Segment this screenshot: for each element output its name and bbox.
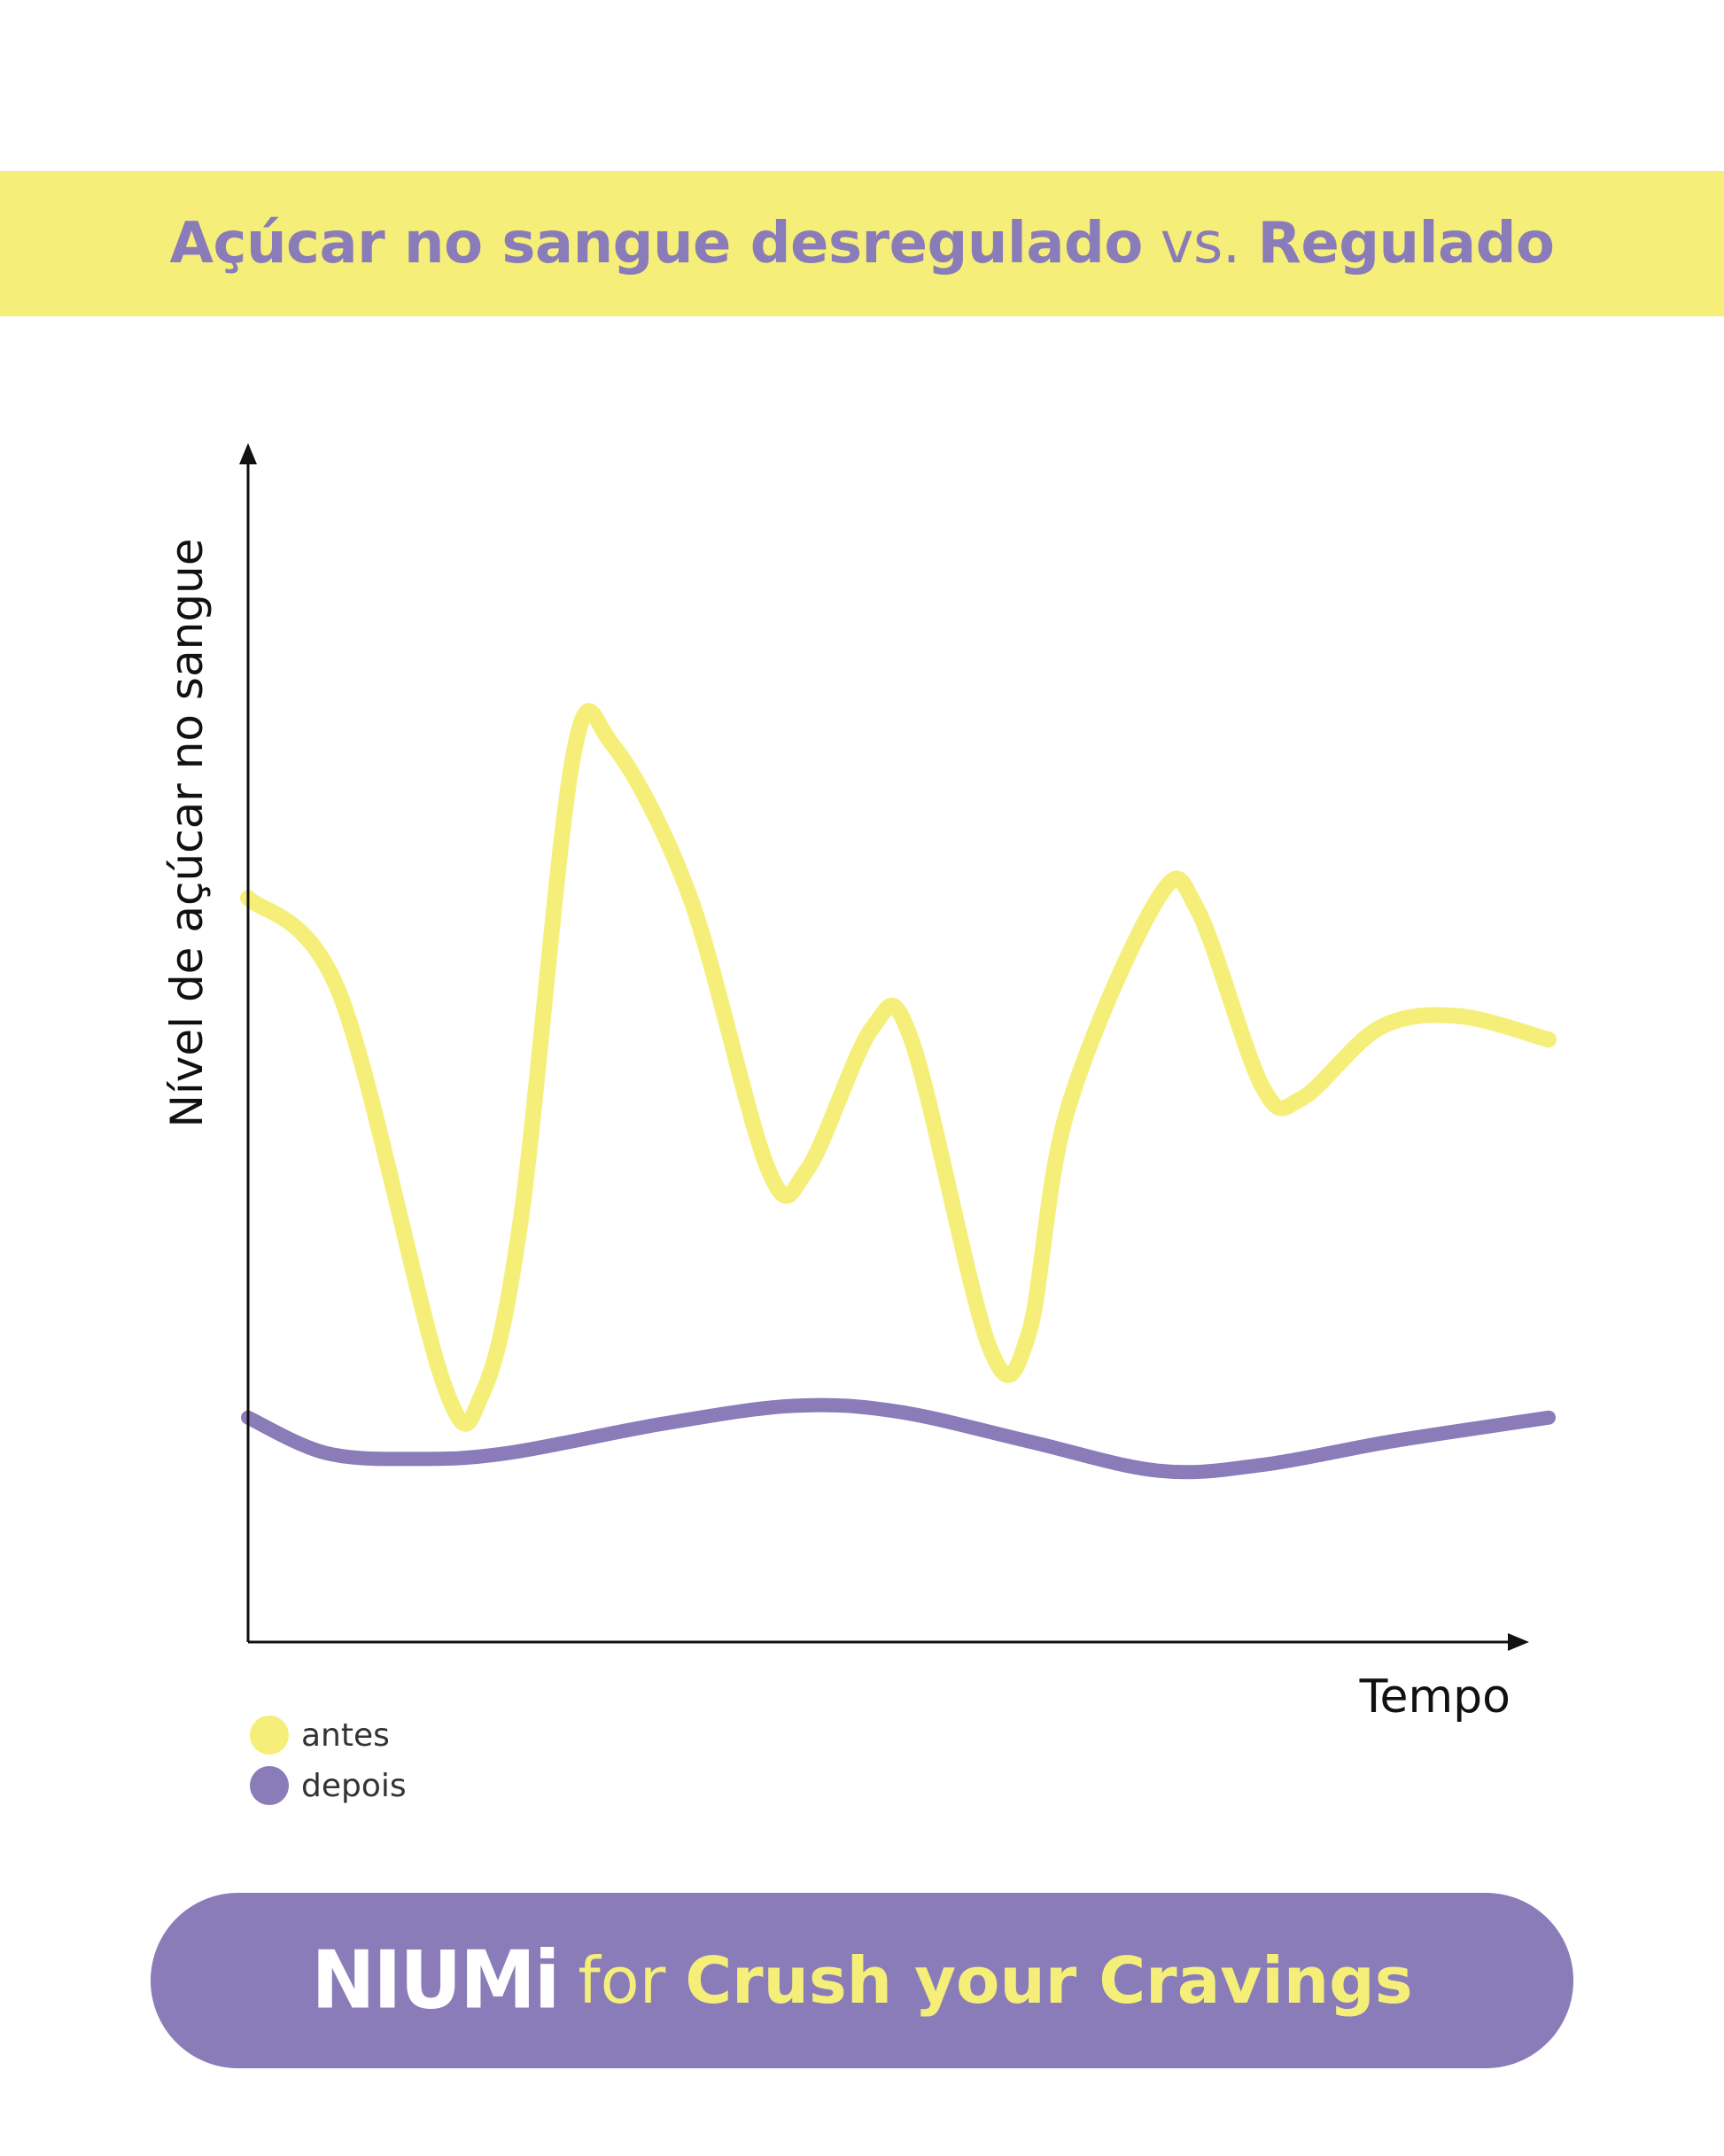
brand-logo: NIUMi	[311, 1934, 560, 2028]
series-line-depois	[241, 1397, 1556, 1480]
series-line-antes	[240, 703, 1557, 1432]
y-axis-arrow-icon	[239, 443, 257, 464]
x-axis-label: Tempo	[1359, 1670, 1510, 1724]
legend-swatch-depois	[250, 1766, 289, 1805]
y-axis-label: Nível de açúcar no sangue	[161, 539, 213, 1128]
page-title: Açúcar no sangue desregulado vs. Regulad…	[170, 211, 1555, 276]
legend-label-depois: depois	[301, 1768, 407, 1804]
footer-banner: NIUMi for Crush your Cravings	[151, 1893, 1573, 2068]
blood-sugar-chart: Nível de açúcar no sangue Tempo antes depoi…	[161, 443, 1557, 1805]
footer-tagline: Crush your Cravings	[685, 1943, 1413, 2018]
footer-for-text: for	[578, 1943, 666, 2018]
title-vs: vs.	[1142, 211, 1258, 276]
title-part-regulated: Regulado	[1257, 211, 1555, 276]
title-band: Açúcar no sangue desregulado vs. Regulad…	[0, 171, 1724, 316]
title-part-unregulated: Açúcar no sangue desregulado	[169, 211, 1144, 276]
legend-label-antes: antes	[301, 1717, 390, 1754]
x-axis-arrow-icon	[1508, 1633, 1529, 1651]
legend-swatch-antes	[250, 1716, 289, 1755]
